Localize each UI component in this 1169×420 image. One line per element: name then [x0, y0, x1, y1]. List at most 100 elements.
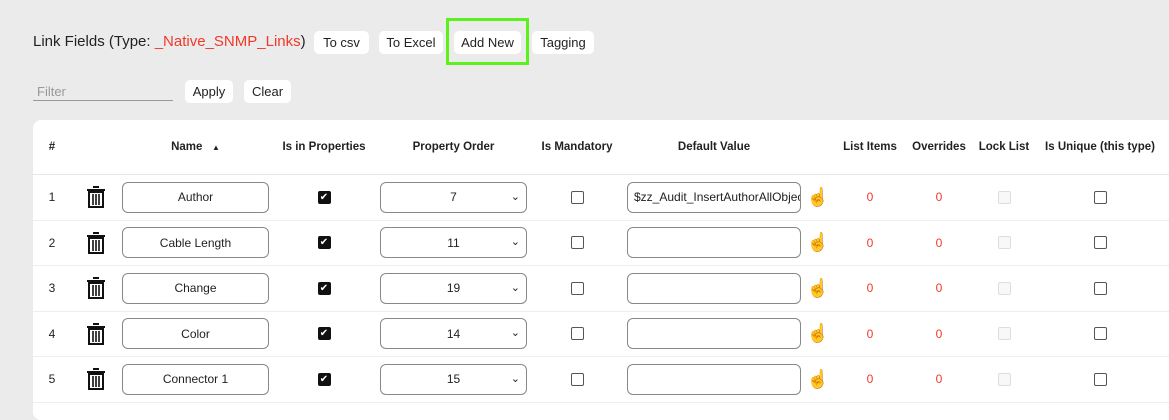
list-items-count[interactable]: 0 — [866, 281, 874, 296]
property-order-select[interactable]: 11 ⌄ — [380, 227, 527, 259]
list-items-count[interactable]: 0 — [866, 372, 874, 387]
lock-list-checkbox — [997, 190, 1011, 204]
name-input[interactable]: Author — [122, 181, 269, 213]
apply-button[interactable]: Apply — [185, 80, 233, 103]
in-properties-checkbox[interactable]: ✔ — [317, 327, 331, 341]
title-suffix: ) — [300, 33, 306, 50]
lock-list-checkbox — [997, 327, 1011, 341]
table-row: 4 Color ✔ 14 ⌄ ☝ 0 0 — [33, 312, 1169, 357]
col-lock: Lock List — [978, 141, 1030, 153]
unique-checkbox[interactable] — [1093, 236, 1107, 250]
overrides-count[interactable]: 0 — [935, 190, 943, 205]
tagging-button[interactable]: Tagging — [532, 31, 594, 54]
col-unique: Is Unique (this type) — [1045, 141, 1155, 153]
in-properties-checkbox[interactable]: ✔ — [317, 372, 331, 386]
default-value-input[interactable] — [627, 318, 801, 350]
chevron-down-icon: ⌄ — [510, 190, 520, 203]
list-items-count[interactable]: 0 — [866, 235, 874, 250]
property-order-select[interactable]: 7 ⌄ — [380, 181, 527, 213]
trash-icon[interactable] — [84, 357, 108, 402]
add-new-button[interactable]: Add New — [454, 31, 521, 54]
mandatory-checkbox[interactable] — [570, 372, 584, 386]
trash-icon[interactable] — [84, 175, 108, 220]
col-list-items: List Items — [843, 141, 897, 153]
col-name-label: Name — [171, 141, 203, 153]
chevron-down-icon: ⌄ — [510, 281, 520, 294]
chevron-down-icon: ⌄ — [510, 327, 520, 340]
col-default: Default Value — [677, 141, 751, 153]
default-value-input[interactable] — [627, 272, 801, 304]
hand-pointer-icon[interactable]: ☝ — [806, 277, 830, 298]
in-properties-checkbox[interactable]: ✔ — [317, 190, 331, 204]
row-number: 4 — [48, 326, 56, 341]
hand-pointer-icon[interactable]: ☝ — [806, 232, 830, 253]
lock-list-checkbox — [997, 372, 1011, 386]
overrides-count[interactable]: 0 — [935, 372, 943, 387]
col-name[interactable]: Name ▲ — [122, 120, 269, 174]
chevron-down-icon: ⌄ — [510, 236, 520, 249]
page-title: Link Fields (Type: _Native_SNMP_Links) — [33, 33, 306, 50]
to-excel-button[interactable]: To Excel — [379, 31, 443, 54]
overrides-count[interactable]: 0 — [935, 281, 943, 296]
table-row: 5 Connector 1 ✔ 15 ⌄ ☝ 0 0 — [33, 357, 1169, 403]
property-order-select[interactable]: 14 ⌄ — [380, 318, 527, 350]
name-input[interactable]: Color — [122, 318, 269, 350]
lock-list-checkbox — [997, 281, 1011, 295]
hand-pointer-icon[interactable]: ☝ — [806, 186, 830, 207]
highlight-box — [446, 18, 529, 65]
name-input[interactable]: Change — [122, 272, 269, 304]
to-csv-button[interactable]: To csv — [314, 31, 369, 54]
unique-checkbox[interactable] — [1093, 190, 1107, 204]
title-prefix: Link Fields (Type: — [33, 33, 155, 50]
name-input[interactable]: Connector 1 — [122, 363, 269, 395]
overrides-count[interactable]: 0 — [935, 235, 943, 250]
fields-table: # Name ▲ Is in Properties Property Order… — [33, 120, 1169, 420]
in-properties-checkbox[interactable]: ✔ — [317, 236, 331, 250]
row-number: 3 — [48, 281, 56, 296]
filter-input[interactable] — [33, 82, 173, 101]
mandatory-checkbox[interactable] — [570, 236, 584, 250]
trash-icon[interactable] — [84, 266, 108, 311]
default-value-input[interactable] — [627, 227, 801, 259]
table-row: 2 Cable Length ✔ 11 ⌄ ☝ 0 0 — [33, 221, 1169, 266]
col-in-props: Is in Properties — [282, 141, 366, 153]
unique-checkbox[interactable] — [1093, 281, 1107, 295]
clear-button[interactable]: Clear — [244, 80, 291, 103]
hand-pointer-icon[interactable]: ☝ — [806, 368, 830, 389]
row-number: 2 — [48, 235, 56, 250]
in-properties-checkbox[interactable]: ✔ — [317, 281, 331, 295]
list-items-count[interactable]: 0 — [866, 190, 874, 205]
col-num: # — [48, 141, 56, 153]
name-input[interactable]: Cable Length — [122, 227, 269, 259]
list-items-count[interactable]: 0 — [866, 326, 874, 341]
sort-asc-icon: ▲ — [212, 142, 220, 152]
order-value: 15 — [446, 372, 461, 387]
unique-checkbox[interactable] — [1093, 372, 1107, 386]
overrides-count[interactable]: 0 — [935, 326, 943, 341]
chevron-down-icon: ⌄ — [510, 372, 520, 385]
row-number: 1 — [48, 190, 56, 205]
order-value: 14 — [446, 326, 461, 341]
property-order-select[interactable]: 19 ⌄ — [380, 272, 527, 304]
col-overrides: Overrides — [912, 141, 966, 153]
lock-list-checkbox — [997, 236, 1011, 250]
mandatory-checkbox[interactable] — [570, 281, 584, 295]
table-row: 1 Author ✔ 7 ⌄ $zz_Audit_InsertAuthorAllO… — [33, 175, 1169, 221]
default-value-input[interactable] — [627, 363, 801, 395]
default-value-input[interactable]: $zz_Audit_InsertAuthorAllObjec — [627, 181, 801, 213]
mandatory-checkbox[interactable] — [570, 327, 584, 341]
unique-checkbox[interactable] — [1093, 327, 1107, 341]
row-number: 5 — [48, 372, 56, 387]
type-name: _Native_SNMP_Links — [154, 33, 301, 50]
table-row: 3 Change ✔ 19 ⌄ ☝ 0 0 — [33, 266, 1169, 312]
hand-pointer-icon[interactable]: ☝ — [806, 323, 830, 344]
col-order: Property Order — [412, 141, 495, 153]
table-header: # Name ▲ Is in Properties Property Order… — [33, 120, 1169, 175]
trash-icon[interactable] — [84, 221, 108, 266]
mandatory-checkbox[interactable] — [570, 190, 584, 204]
property-order-select[interactable]: 15 ⌄ — [380, 363, 527, 395]
order-value: 11 — [447, 235, 460, 250]
trash-icon[interactable] — [84, 312, 108, 357]
col-mandatory: Is Mandatory — [541, 141, 613, 153]
order-value: 7 — [450, 190, 457, 205]
